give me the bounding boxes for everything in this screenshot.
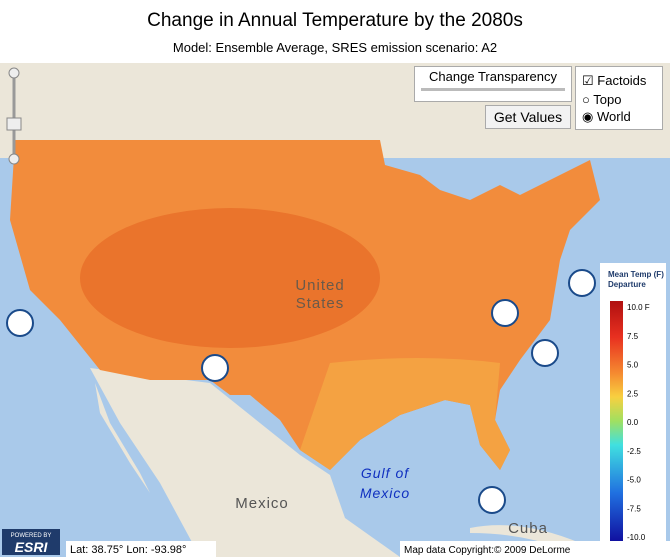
- map-label: Mexico: [360, 485, 410, 501]
- factoid-icons[interactable]: [6, 269, 596, 514]
- esri-logo: [2, 529, 60, 555]
- topo-radio[interactable]: ○ Topo: [582, 92, 622, 107]
- logo-main: ESRI: [15, 539, 49, 555]
- legend-label: -7.5: [627, 504, 641, 513]
- factoids-checkbox[interactable]: ☑ Factoids: [582, 73, 647, 88]
- legend-label: 5.0: [627, 361, 639, 370]
- legend-label: -2.5: [627, 447, 641, 456]
- get-values-button[interactable]: Get Values: [485, 105, 571, 129]
- transparency-label: Change Transparency: [429, 69, 557, 84]
- coords-bg: [66, 541, 216, 557]
- coords: Lat: 38.75° Lon: -93.98°: [70, 544, 186, 556]
- legend-label: 10.0 F: [627, 303, 650, 312]
- legend-label: 2.5: [627, 389, 639, 398]
- hot-region: [80, 208, 380, 348]
- colorbar: [610, 301, 623, 541]
- legend-label: -5.0: [627, 476, 641, 485]
- logo-top: POWERED BY: [11, 533, 52, 539]
- transparency-control[interactable]: Change Transparency: [414, 66, 572, 102]
- factoids-label: Factoids: [597, 73, 647, 88]
- south-region: [300, 358, 510, 470]
- map-label: Mexico: [235, 495, 289, 512]
- map-label: States: [296, 295, 345, 312]
- map-label: United: [295, 277, 344, 294]
- legend-title: Departure: [608, 280, 646, 289]
- legend-title: Mean Temp (F): [608, 270, 664, 279]
- legend-label: 7.5: [627, 332, 639, 341]
- zoom-slider[interactable]: [6, 67, 22, 165]
- mexico-land: [90, 368, 400, 557]
- copyright: Map data Copyright:© 2009 DeLorme: [404, 545, 571, 556]
- map-label: Gulf of: [361, 465, 410, 481]
- layer-panel: ☑ Factoids ○ Topo ◉ World: [575, 66, 663, 130]
- title: Change in Annual Temperature by the 2080…: [147, 10, 523, 31]
- world-label: World: [596, 109, 631, 124]
- legend-label: -10.0: [627, 533, 646, 542]
- legend-label: 0.0: [627, 418, 639, 427]
- topo-label: Topo: [593, 92, 622, 107]
- world-radio[interactable]: ◉ World: [582, 109, 631, 124]
- map-label: Cuba: [508, 520, 548, 537]
- subtitle: Model: Ensemble Average, SRES emission s…: [172, 40, 498, 55]
- baja: [95, 383, 150, 493]
